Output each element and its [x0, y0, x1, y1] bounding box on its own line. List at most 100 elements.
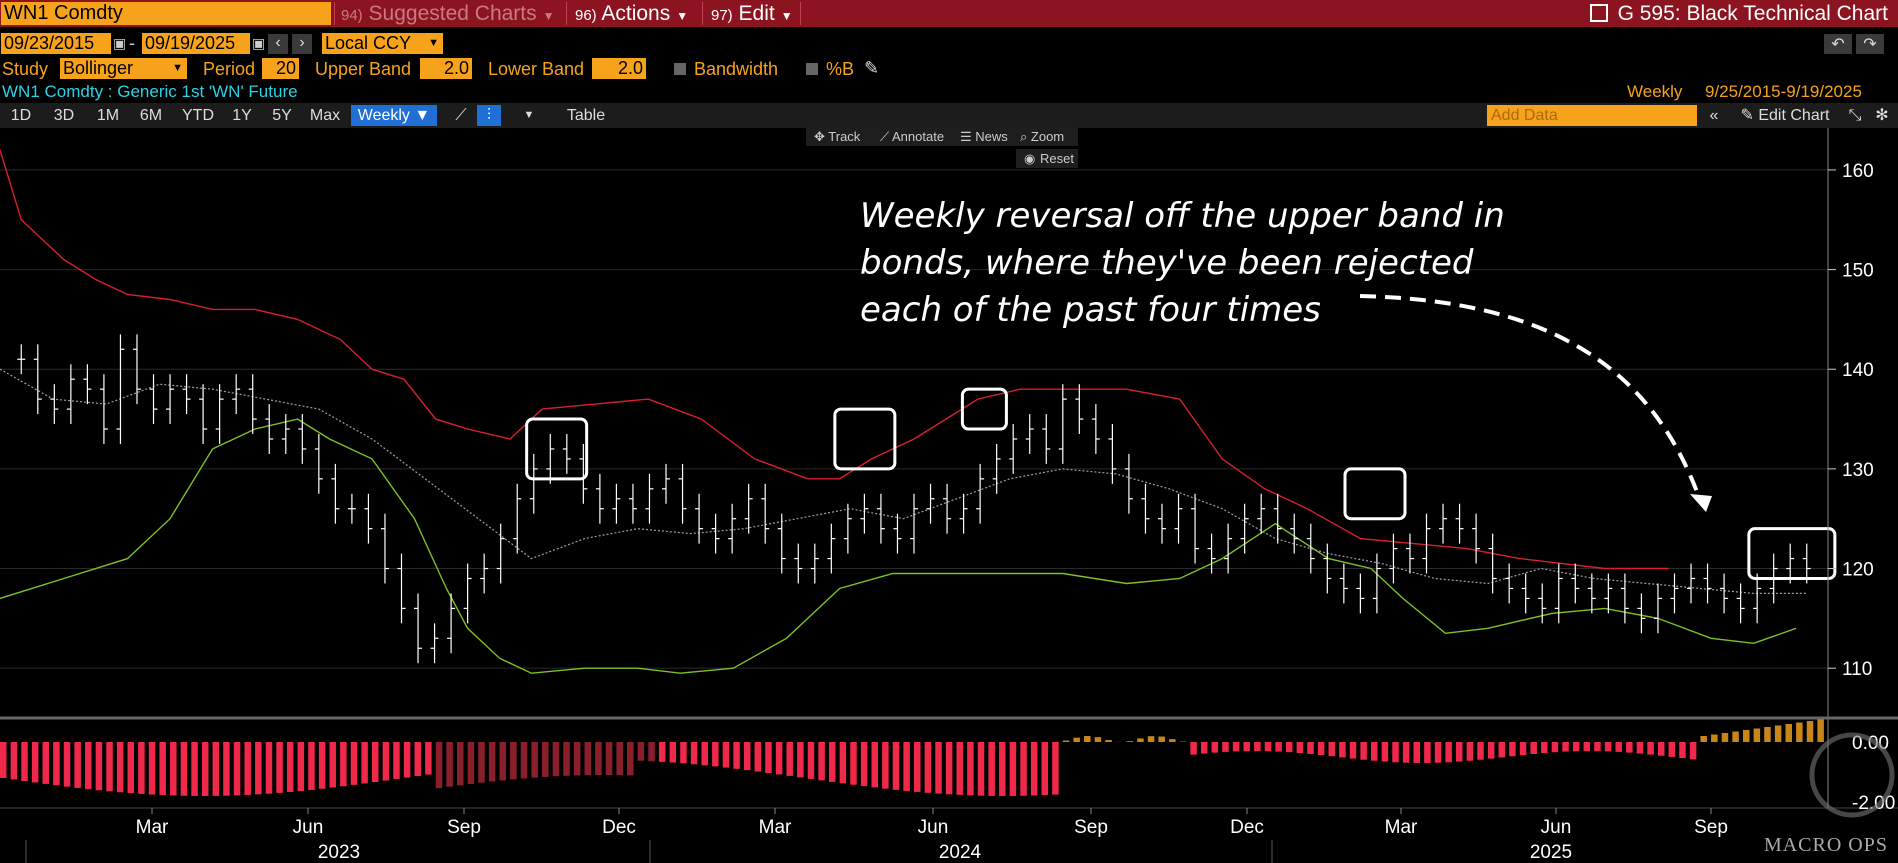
histogram-bar — [1243, 742, 1250, 752]
actions-menu[interactable]: 96) Actions ▼ — [575, 2, 689, 25]
tab-ytd[interactable]: YTD — [182, 107, 214, 124]
histogram-bar — [201, 742, 209, 796]
double-chevron-left-icon[interactable]: « — [1709, 107, 1719, 124]
histogram-bar — [106, 742, 113, 792]
histogram-bar — [1657, 742, 1665, 756]
study-select[interactable]: Bollinger ▼ — [60, 58, 187, 79]
tab-weekly[interactable]: Weekly ▼ — [351, 105, 437, 126]
histogram-bar — [1402, 742, 1410, 763]
histogram-bar — [446, 742, 453, 787]
separator — [702, 2, 703, 25]
histogram-bar — [1806, 721, 1814, 742]
chevron-left-icon[interactable]: ‹ — [268, 34, 288, 54]
histogram-bar — [818, 742, 825, 781]
calendar-icon[interactable]: ▣ — [252, 35, 266, 51]
gear-icon[interactable]: ✻ — [1875, 107, 1889, 124]
chevron-right-icon[interactable]: › — [292, 34, 312, 54]
upper_band-line — [0, 149, 1669, 570]
zoom-tool[interactable]: ⌕ Zoom — [1020, 129, 1065, 144]
tab-3d[interactable]: 3D — [53, 107, 75, 124]
chevron-down-icon[interactable]: ▼ — [523, 109, 535, 121]
upper-band-input[interactable]: 2.0 — [420, 58, 472, 79]
table-button[interactable]: Table — [566, 107, 606, 124]
add-data-input[interactable]: Add Data — [1487, 105, 1697, 126]
redo-icon[interactable]: ↷ — [1856, 34, 1884, 54]
histogram-bar — [680, 742, 687, 764]
histogram-bar — [53, 742, 60, 786]
calendar-icon[interactable]: ▣ — [113, 35, 127, 51]
bandwidth-checkbox[interactable]: Bandwidth — [674, 59, 778, 80]
histogram-bar — [276, 742, 283, 793]
histogram-bar — [903, 742, 910, 791]
highlight-box — [525, 417, 589, 481]
histogram-bar — [1020, 742, 1027, 796]
separator — [800, 2, 801, 25]
histogram-bar — [244, 742, 251, 795]
histogram-bar — [1647, 742, 1654, 755]
histogram-bar — [1732, 731, 1739, 742]
pencil-icon[interactable]: ✎ — [864, 58, 880, 78]
histogram-bar — [999, 742, 1006, 796]
histogram-bar — [1498, 742, 1506, 758]
tab-1m[interactable]: 1M — [96, 107, 120, 124]
histogram-bar — [956, 742, 964, 795]
histogram-bar — [1158, 736, 1165, 742]
lower-band-input[interactable]: 2.0 — [592, 58, 646, 79]
top-menu-bar: WN1 Comdty 94) Suggested Charts ▼ 96) Act… — [0, 0, 1898, 27]
window-title: G 595: Black Technical Chart — [1589, 0, 1888, 27]
annotate-tool[interactable]: ⟋ Annotate — [880, 129, 945, 144]
tab-1d[interactable]: 1D — [10, 107, 32, 124]
histogram-bar — [478, 742, 485, 783]
histogram-bar — [1424, 742, 1431, 763]
tab-6m[interactable]: 6M — [139, 107, 163, 124]
track-tool[interactable]: ✥ Track — [814, 129, 861, 144]
histogram-bar — [31, 742, 39, 783]
start-date-input[interactable]: 09/23/2015 — [1, 33, 111, 54]
resize-icon[interactable]: ⤡ — [1848, 107, 1862, 124]
histogram-bar — [563, 742, 570, 776]
suggested-charts-menu[interactable]: 94) Suggested Charts ▼ — [341, 2, 555, 25]
histogram-bar — [74, 742, 81, 788]
histogram-bar — [542, 742, 549, 777]
gridlines — [0, 169, 1828, 669]
pctb-checkbox[interactable]: %B — [806, 59, 854, 80]
tab-5y[interactable]: 5Y — [272, 107, 292, 124]
histogram-bar — [340, 742, 347, 787]
histogram-bar — [807, 742, 815, 779]
histogram-bar — [1530, 742, 1537, 754]
y-tick-label: 150 — [1842, 261, 1874, 282]
histogram-bar — [786, 742, 793, 776]
bar-chart-icon[interactable]: ⫶ — [477, 105, 501, 126]
histogram-bar — [977, 742, 985, 796]
x-tick-label: Dec — [1230, 817, 1264, 838]
currency-select[interactable]: Local CCY ▼ — [322, 33, 443, 54]
histogram-bar — [297, 742, 305, 792]
histogram-bar — [85, 742, 92, 790]
price-bars — [17, 334, 1811, 664]
histogram-bar — [1147, 736, 1155, 742]
x-tick-label: Mar — [136, 817, 169, 838]
histogram-bar — [1190, 742, 1197, 755]
histogram-bar — [10, 742, 18, 780]
histogram-bar — [552, 742, 560, 777]
tab-1y[interactable]: 1Y — [232, 107, 252, 124]
y-tick-label: 120 — [1842, 560, 1874, 581]
external-link-icon[interactable] — [1589, 4, 1608, 22]
y-tick-label: 160 — [1842, 161, 1874, 182]
histogram-bar — [1711, 734, 1718, 742]
edit-chart-button[interactable]: ✎ Edit Chart — [1740, 107, 1830, 124]
undo-icon[interactable]: ↶ — [1824, 34, 1852, 54]
histogram-bar — [1689, 742, 1697, 760]
histogram-bar — [850, 742, 857, 785]
histogram-bar — [765, 742, 772, 773]
news-tool[interactable]: ☰ News — [960, 129, 1008, 144]
histogram-bar — [988, 742, 995, 796]
edit-menu[interactable]: 97) Edit ▼ — [711, 2, 793, 25]
reset-button[interactable]: ◉ Reset — [1016, 149, 1078, 168]
tab-max[interactable]: Max — [309, 107, 341, 124]
period-input[interactable]: 20 — [262, 58, 299, 79]
line-chart-icon[interactable]: ⟋ — [455, 107, 467, 124]
ticker-input[interactable]: WN1 Comdty — [1, 2, 331, 25]
end-date-input[interactable]: 09/19/2025 — [142, 33, 250, 54]
logo-circle — [1809, 732, 1895, 818]
